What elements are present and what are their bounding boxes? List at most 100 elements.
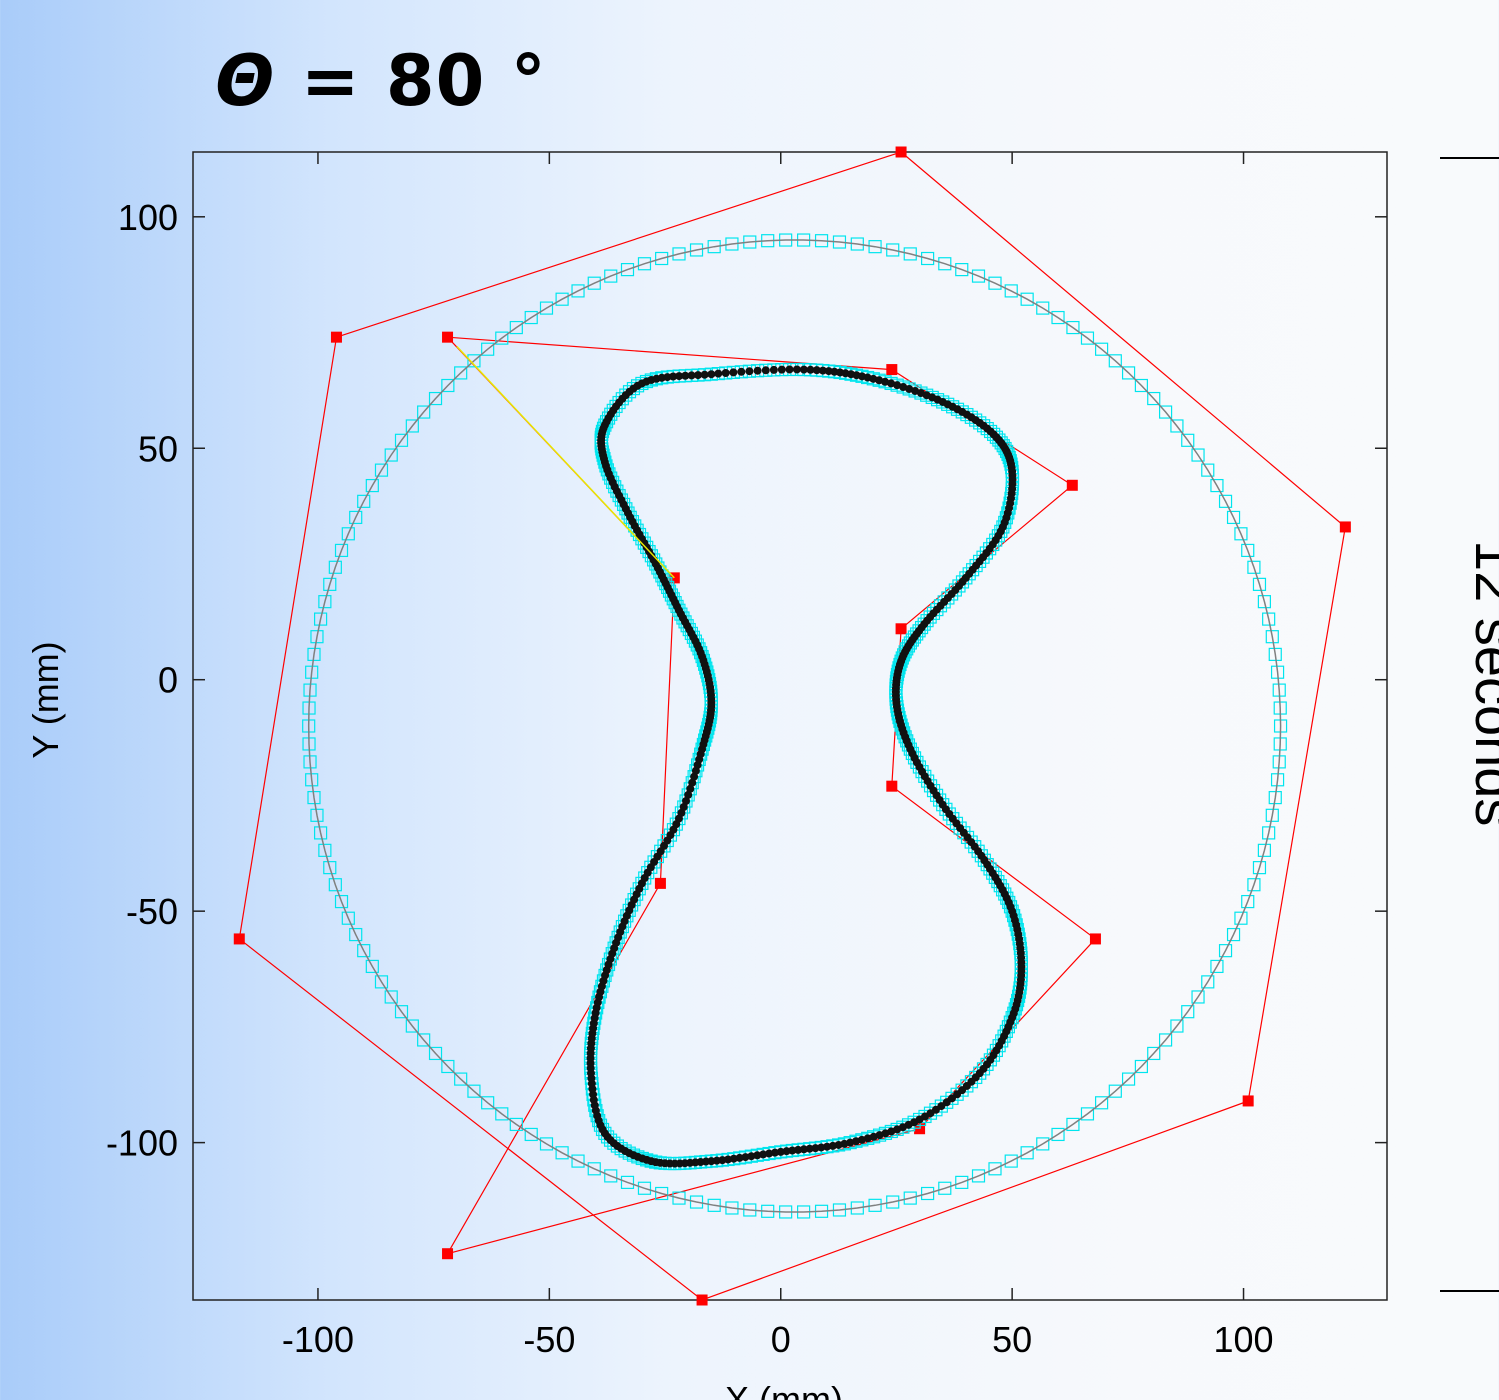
inner-curve-marker bbox=[969, 1070, 983, 1085]
x-tick-label: -100 bbox=[282, 1319, 354, 1360]
inner-curve-point bbox=[788, 1146, 797, 1155]
outer-curve-marker bbox=[481, 1096, 495, 1110]
outer-curve-marker bbox=[921, 251, 935, 266]
outer-curve-marker bbox=[524, 1127, 538, 1142]
outer-curve-marker bbox=[384, 990, 398, 1004]
outer-curve-marker bbox=[349, 927, 363, 942]
outer-curve-marker bbox=[1218, 494, 1233, 508]
inner-curve-marker bbox=[952, 579, 966, 593]
inner-curve-point bbox=[682, 797, 691, 806]
control-point bbox=[1242, 1095, 1254, 1107]
outer-curve-marker bbox=[1252, 861, 1267, 875]
outer-curve-marker bbox=[365, 959, 379, 974]
outer-curve-marker bbox=[1234, 911, 1248, 925]
inner-curve-point bbox=[679, 803, 688, 812]
outer-curve-marker bbox=[921, 1186, 935, 1201]
outer-curve-marker bbox=[1191, 448, 1205, 462]
outer-curve-marker bbox=[689, 243, 704, 257]
control-point bbox=[1089, 933, 1101, 945]
outer-curve-marker bbox=[1170, 1019, 1184, 1033]
inner-curve-point bbox=[770, 1148, 779, 1157]
outer-curve-marker bbox=[1080, 1107, 1095, 1121]
y-tick-label: -50 bbox=[126, 891, 178, 932]
x-tick-label: 0 bbox=[771, 1319, 791, 1360]
inner-curve-point bbox=[805, 1144, 814, 1153]
control-point bbox=[654, 877, 666, 889]
inner-curve-point bbox=[745, 367, 754, 376]
outer-curve-marker bbox=[323, 577, 337, 591]
inner-curve-point bbox=[675, 372, 684, 381]
control-point bbox=[895, 146, 907, 158]
inner-curve-point bbox=[669, 372, 678, 381]
outer-curve-marker bbox=[341, 911, 355, 925]
outer-curve-marker bbox=[1094, 1096, 1109, 1110]
outer-curve-marker bbox=[1080, 331, 1095, 345]
inner-curve-point bbox=[694, 371, 703, 380]
inner-curve-point bbox=[893, 381, 902, 390]
outer-curve-marker bbox=[1020, 292, 1034, 306]
outer-curve-marker bbox=[1210, 959, 1224, 974]
inner-curve-point bbox=[753, 366, 762, 375]
inner-curve-point bbox=[881, 377, 890, 386]
outer-curve-marker bbox=[307, 647, 321, 662]
outer-curve-marker bbox=[1247, 560, 1261, 574]
outer-curve-marker bbox=[441, 1059, 455, 1074]
outer-curve-marker bbox=[1262, 612, 1276, 626]
outer-curve-marker bbox=[365, 478, 379, 493]
outer-curve-marker bbox=[481, 342, 495, 356]
y-tick-label: 50 bbox=[138, 428, 178, 469]
outer-curve-marker bbox=[1094, 342, 1109, 356]
outer-curve-marker bbox=[1134, 1059, 1148, 1074]
outer-curve-marker bbox=[1201, 975, 1215, 989]
inner-curve-point bbox=[817, 1143, 826, 1152]
outer-curve-marker bbox=[587, 276, 601, 290]
outer-curve-marker bbox=[903, 247, 917, 261]
control-point bbox=[886, 780, 898, 792]
outer-curve-marker bbox=[405, 1019, 419, 1033]
theta-symbol: Θ bbox=[215, 40, 276, 122]
outer-curve-marker bbox=[971, 1169, 986, 1183]
y-tick-label: 0 bbox=[158, 660, 178, 701]
title-value: = 80 ° bbox=[275, 40, 547, 122]
outer-curve-marker bbox=[384, 448, 398, 462]
inner-curve-point bbox=[761, 366, 770, 375]
outer-curve-marker bbox=[1147, 1046, 1161, 1061]
inner-curve-point bbox=[747, 1152, 756, 1161]
outer-curve-marker bbox=[1268, 647, 1282, 662]
outer-curve-line bbox=[307, 239, 1282, 1213]
outer-curve-marker bbox=[1066, 1117, 1080, 1132]
inner-curve-point bbox=[686, 784, 695, 793]
outer-curve-marker bbox=[587, 1162, 601, 1176]
outer-curve-marker bbox=[1004, 1154, 1018, 1168]
outer-curve-marker bbox=[1262, 826, 1276, 840]
outer-curve-marker bbox=[428, 1046, 443, 1061]
outer-curve-marker bbox=[1051, 310, 1065, 325]
outer-curve-marker bbox=[1158, 1033, 1173, 1047]
inner-curve-point bbox=[769, 365, 778, 374]
inner-curve-point bbox=[818, 366, 827, 375]
outer-curve-marker bbox=[1134, 378, 1148, 393]
outer-curve-marker bbox=[1241, 894, 1255, 909]
outer-curve-marker bbox=[318, 595, 332, 609]
x-tick-label: -50 bbox=[523, 1319, 575, 1360]
outer-curve-marker bbox=[1241, 543, 1255, 558]
inner-curve-point bbox=[700, 370, 709, 379]
control-point bbox=[1339, 521, 1351, 533]
outer-curve-marker bbox=[539, 301, 554, 315]
outer-curve-marker bbox=[328, 560, 342, 574]
control-polygon bbox=[446, 336, 1097, 1255]
outer-curve-marker bbox=[689, 1195, 704, 1209]
inner-curve-point bbox=[792, 365, 801, 374]
plot-area bbox=[192, 151, 1388, 1301]
outer-curve-marker bbox=[1051, 1127, 1065, 1142]
outer-curve-marker bbox=[620, 1175, 635, 1189]
outer-curve-marker bbox=[1147, 391, 1161, 406]
outer-curve-marker bbox=[495, 331, 509, 345]
outer-curve-marker bbox=[1170, 419, 1184, 433]
outer-curve-marker bbox=[672, 1191, 686, 1205]
inner-curve-marker bbox=[930, 602, 944, 617]
outer-curve-marker bbox=[357, 944, 371, 958]
inner-curve-point bbox=[681, 371, 690, 380]
series-0 bbox=[233, 146, 1351, 1306]
outer-curve-marker bbox=[1121, 366, 1136, 380]
